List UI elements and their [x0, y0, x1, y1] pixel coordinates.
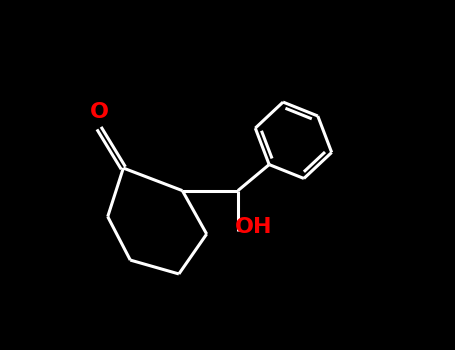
Text: O: O: [90, 103, 109, 122]
Text: OH: OH: [235, 217, 272, 237]
